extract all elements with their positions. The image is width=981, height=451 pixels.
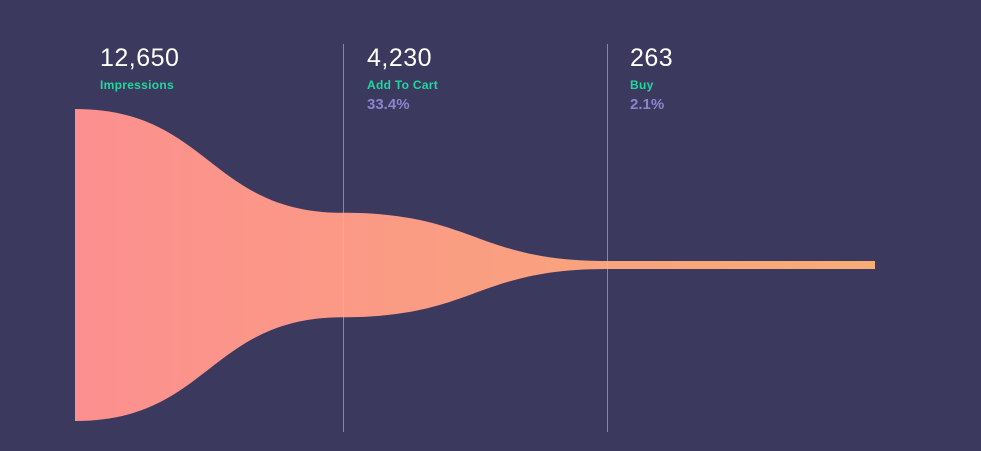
funnel-shape bbox=[75, 109, 875, 421]
stage-value: 263 bbox=[630, 44, 674, 72]
stage-percent: 33.4% bbox=[367, 96, 410, 113]
stage-name: Add To Cart bbox=[367, 78, 439, 92]
stage-divider-line bbox=[607, 44, 608, 432]
stage-percent: 2.1% bbox=[630, 96, 665, 113]
stage-labels-impressions: 12,650 Impressions bbox=[100, 44, 180, 92]
stage-value: 4,230 bbox=[367, 44, 433, 72]
stage-labels-add-to-cart: 4,230 Add To Cart 33.4% bbox=[367, 44, 439, 113]
stage-labels-buy: 263 Buy 2.1% bbox=[630, 44, 674, 113]
stage-divider-line bbox=[343, 44, 344, 432]
stage-name: Buy bbox=[630, 78, 654, 92]
stage-name: Impressions bbox=[100, 78, 174, 92]
stage-value: 12,650 bbox=[100, 44, 180, 72]
